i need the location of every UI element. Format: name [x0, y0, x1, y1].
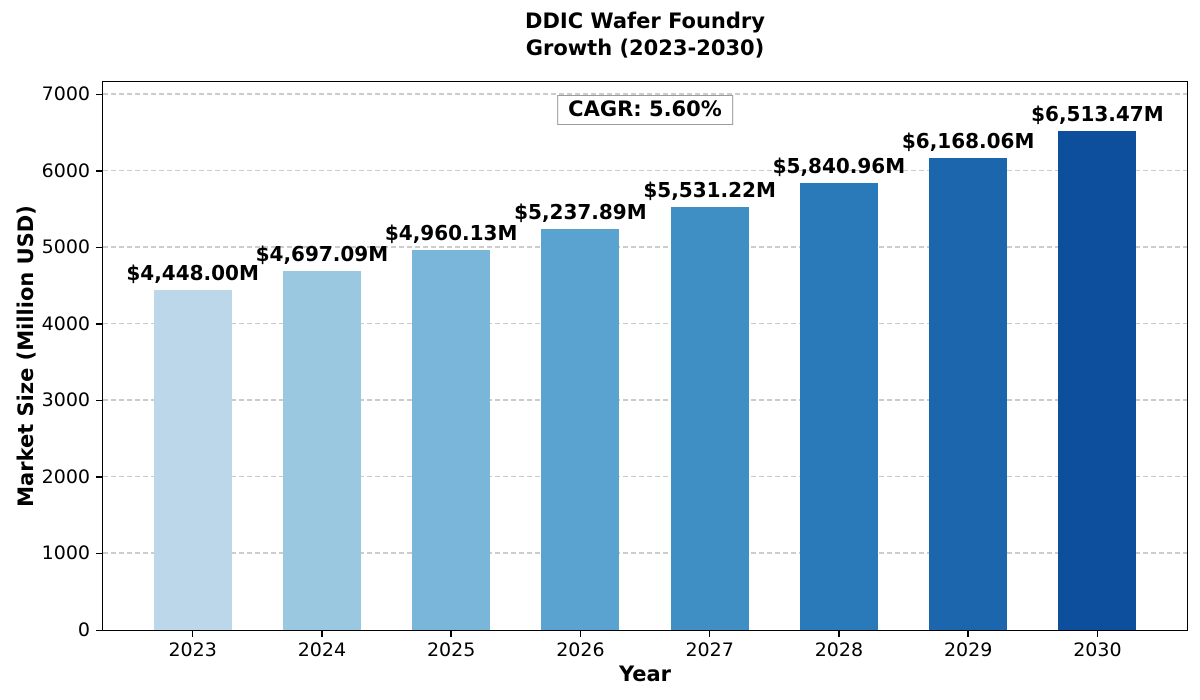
bar-value-label: $4,960.13M: [384, 221, 518, 246]
y-tick-mark: [96, 476, 102, 478]
gridline: [103, 552, 1187, 554]
bar-value-label: $4,448.00M: [126, 260, 259, 285]
bar: [1058, 131, 1137, 630]
x-tick-label: 2030: [1073, 639, 1122, 661]
gridline: [103, 322, 1187, 325]
x-tick-mark: [1096, 631, 1099, 637]
chart-title: DDIC Wafer Foundry Growth (2023-2030): [103, 8, 1187, 62]
x-tick-label: 2025: [426, 639, 476, 661]
bar: [153, 289, 232, 630]
x-tick-mark: [450, 631, 452, 637]
x-tick-mark: [708, 631, 711, 637]
chart-title-line1: DDIC Wafer Foundry: [525, 9, 765, 33]
y-tick-mark: [96, 246, 102, 249]
y-tick-label: 0: [77, 619, 90, 641]
y-tick-label: 5000: [41, 236, 90, 259]
y-tick-mark: [96, 93, 102, 96]
y-tick-mark: [96, 552, 102, 555]
gridline: [103, 246, 1187, 248]
y-tick-mark: [96, 323, 102, 325]
bar-value-label: $5,531.22M: [643, 177, 776, 202]
x-tick-label: 2023: [168, 639, 217, 661]
x-tick-mark: [967, 631, 969, 637]
y-tick-label: 1000: [41, 542, 90, 565]
x-tick-label: 2028: [814, 639, 864, 661]
bar: [929, 157, 1008, 630]
gridline: [103, 475, 1187, 478]
x-tick-mark: [579, 631, 582, 637]
chart-title-line2: Growth (2023-2030): [525, 36, 765, 60]
y-tick-label: 7000: [41, 83, 90, 106]
x-axis-title: Year: [618, 662, 672, 686]
bar-value-label: $4,697.09M: [255, 241, 389, 266]
y-tick-label: 4000: [41, 312, 90, 335]
x-tick-label: 2026: [556, 639, 605, 661]
cagr-annotation: CAGR: 5.60%: [557, 95, 733, 125]
y-tick-mark: [96, 170, 102, 172]
y-tick-label: 3000: [41, 389, 90, 412]
x-tick-mark: [838, 631, 840, 637]
bar-value-label: $6,168.06M: [901, 128, 1035, 153]
bar: [412, 250, 491, 630]
y-tick-mark: [96, 399, 102, 402]
bar: [282, 270, 361, 630]
bar: [670, 206, 749, 630]
x-tick-label: 2029: [943, 639, 993, 661]
x-tick-label: 2027: [685, 639, 734, 661]
bar: [799, 182, 878, 630]
gridline: [103, 169, 1187, 172]
x-tick-label: 2024: [297, 639, 347, 661]
bar-value-label: $6,513.47M: [1031, 102, 1164, 127]
y-tick-label: 2000: [41, 465, 90, 488]
y-tick-mark: [96, 629, 102, 631]
bar-value-label: $5,237.89M: [514, 200, 647, 225]
x-tick-mark: [321, 631, 323, 637]
bar-value-label: $5,840.96M: [772, 153, 906, 178]
y-tick-label: 6000: [41, 159, 90, 182]
x-tick-mark: [191, 631, 194, 637]
bar: [541, 229, 620, 630]
gridline: [103, 399, 1187, 401]
plot-area: CAGR: 5.60% $4,448.00M $4,697.09M $4,960.1…: [102, 81, 1188, 631]
gridline: [103, 93, 1187, 95]
